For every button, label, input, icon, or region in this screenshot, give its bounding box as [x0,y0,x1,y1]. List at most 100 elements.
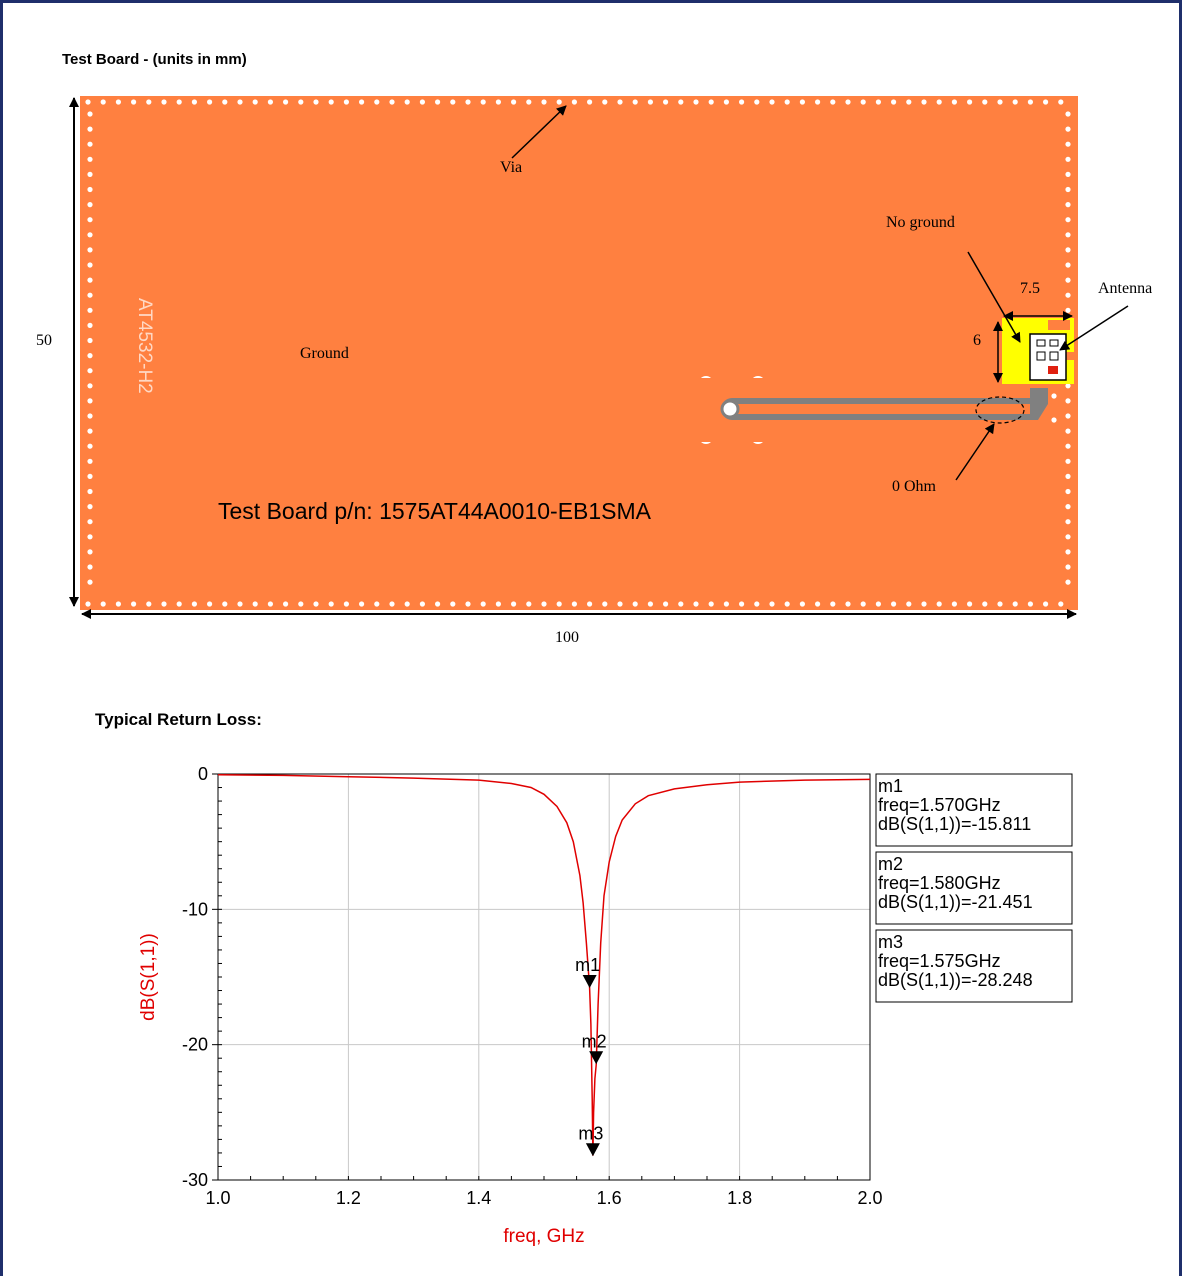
test-board-drawing: Via Ground No ground Antenna 0 Ohm 7.5 6… [36,96,1152,646]
via [298,99,304,105]
via [967,601,973,607]
via [632,99,638,105]
via [708,99,714,105]
via [647,99,654,105]
via [374,99,380,105]
via [982,99,988,105]
via [87,443,93,449]
marker-readout-line: freq=1.575GHz [878,951,1001,971]
via [815,601,821,607]
via [997,601,1003,607]
marker-readout-line: dB(S(1,1))=-21.451 [878,892,1033,912]
via [480,601,486,607]
via [267,99,273,105]
via [1065,307,1071,313]
via [587,99,593,105]
via [663,601,669,607]
board-section-title: Test Board - (units in mm) [62,51,247,68]
marker-label-m3: m3 [578,1123,603,1143]
via [1065,443,1071,449]
via [1065,519,1071,525]
via [435,99,441,105]
via [87,519,93,525]
via [769,99,775,105]
marker-readout-box [875,851,1073,925]
via [87,141,93,147]
via [967,99,973,105]
via [328,99,334,105]
via [87,488,93,495]
chart-ticks: 1.0 1.2 1.4 1.6 1.8 2.0 0 -10 -20 -30 [182,764,883,1208]
via [85,601,91,607]
via [860,601,866,607]
height-dimension-label: 50 [36,332,52,349]
via [571,99,578,105]
via [1065,504,1071,510]
via [997,99,1003,105]
via [1065,383,1071,389]
via [541,601,547,607]
via [815,99,821,105]
via [191,99,197,105]
via [1065,217,1071,223]
via [87,217,93,223]
via [176,601,182,607]
antenna-leader-arrow [1059,305,1129,351]
via [784,601,790,607]
via [754,99,760,105]
clearance-width-label: 7.5 [1020,280,1040,297]
via [87,322,93,328]
via [541,99,547,105]
via [693,601,699,607]
via [87,277,93,283]
zero-ohm-outline [975,396,1025,424]
via [906,601,912,607]
via [480,99,486,105]
x-tick-label: 1.0 [205,1188,230,1208]
marker-readout-line: m2 [878,854,903,874]
via [1065,398,1071,404]
via [951,601,958,607]
return-loss-section-title: Typical Return Loss: [95,710,262,729]
via [708,601,714,607]
via [465,601,471,607]
x-tick-label: 1.2 [336,1188,361,1208]
via [1043,99,1049,105]
via [87,262,93,268]
via [754,601,760,607]
via [161,601,167,607]
via [1065,202,1071,208]
via [495,99,501,105]
via [830,99,836,105]
via [1027,99,1033,105]
marker-readout-box [875,773,1073,847]
via [131,99,137,105]
via [87,428,93,434]
marker-readout-box [875,929,1073,1003]
via [739,99,745,105]
via [87,171,93,177]
via [450,601,456,607]
via [860,99,866,105]
via [875,99,882,105]
via [389,601,395,607]
via [951,99,958,105]
via [389,99,395,105]
via [526,601,532,607]
via [1012,99,1018,105]
via [100,99,106,105]
no-ground-clearance [1002,318,1076,384]
via [87,307,93,313]
via [1065,549,1071,555]
via [87,186,93,193]
via [359,601,365,607]
marker-readout-line: dB(S(1,1))=-28.248 [878,970,1033,990]
via [207,601,213,607]
via [1065,473,1071,479]
via [450,99,456,105]
via-leader-arrow [511,105,567,159]
via [891,601,897,607]
board-ground-plane [80,96,1078,610]
no-ground-label: No ground [886,214,955,231]
